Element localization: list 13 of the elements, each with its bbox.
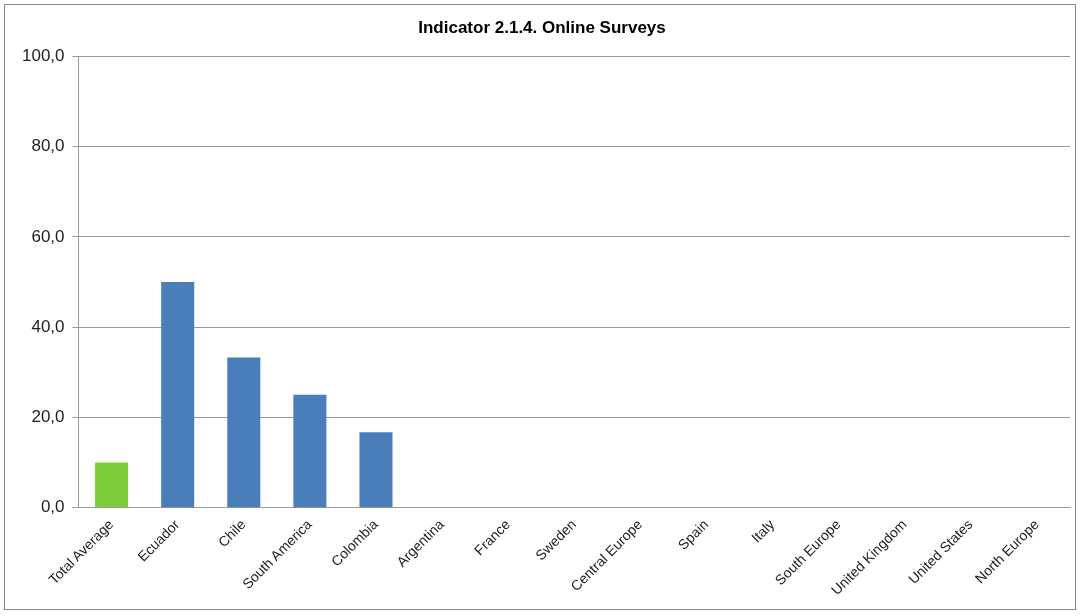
- y-tick-label: 60,0: [31, 226, 65, 246]
- x-tick-label: Italy: [747, 516, 778, 546]
- y-tick-label: 0,0: [40, 497, 65, 517]
- bar: [227, 357, 261, 508]
- bar: [359, 432, 393, 508]
- chart-title: Indicator 2.1.4. Online Surveys: [418, 17, 666, 37]
- y-tick-label: 100,0: [21, 46, 65, 66]
- y-tick-label: 40,0: [31, 316, 65, 336]
- bar: [161, 282, 195, 508]
- y-tick-label: 80,0: [31, 136, 65, 156]
- y-tick-label: 20,0: [31, 407, 65, 427]
- bar: [293, 394, 327, 508]
- bar: [95, 462, 129, 508]
